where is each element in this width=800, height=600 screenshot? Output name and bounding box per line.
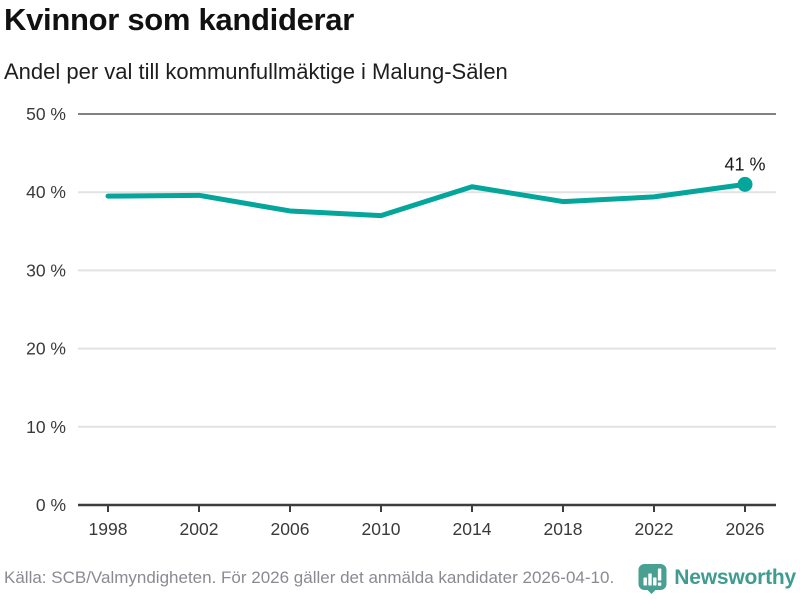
svg-text:40 %: 40 %: [26, 182, 66, 202]
svg-text:41 %: 41 %: [724, 154, 765, 174]
svg-text:2014: 2014: [453, 519, 492, 539]
last-point-value-label: 41 %: [724, 154, 765, 174]
last-point-marker: [737, 176, 753, 192]
svg-text:20 %: 20 %: [26, 339, 66, 359]
svg-text:2018: 2018: [544, 519, 583, 539]
svg-text:2010: 2010: [362, 519, 401, 539]
chart-footer: Källa: SCB/Valmyndigheten. För 2026 gäll…: [0, 558, 800, 598]
line-chart: 0 % 10 % 20 % 30 % 40 % 50 % 1998 2002 2006 2010 2…: [26, 104, 776, 539]
svg-text:2002: 2002: [180, 519, 219, 539]
y-gridlines: [78, 113, 776, 428]
brand-name: Newsworthy: [674, 566, 796, 589]
svg-text:2006: 2006: [271, 519, 310, 539]
svg-text:50 %: 50 %: [26, 104, 66, 124]
svg-text:0 %: 0 %: [36, 495, 66, 515]
svg-text:1998: 1998: [89, 519, 128, 539]
svg-text:2026: 2026: [726, 519, 765, 539]
page-title: Kvinnor som kandiderar: [4, 2, 354, 37]
x-axis-labels: 1998 2002 2006 2010 2014 2018 2022 2026: [89, 519, 765, 539]
svg-text:30 %: 30 %: [26, 260, 66, 280]
svg-text:10 %: 10 %: [26, 417, 66, 437]
newsworthy-logo: Newsworthy: [638, 563, 796, 594]
source-note: Källa: SCB/Valmyndigheten. För 2026 gäll…: [4, 568, 615, 587]
svg-text:2022: 2022: [635, 519, 674, 539]
chart-subtitle: Andel per val till kommunfullmäktige i M…: [4, 59, 508, 84]
newsworthy-icon: [638, 563, 667, 594]
data-line: [105, 181, 748, 219]
x-axis: [78, 503, 776, 512]
y-axis-labels: 0 % 10 % 20 % 30 % 40 % 50 %: [26, 104, 66, 515]
